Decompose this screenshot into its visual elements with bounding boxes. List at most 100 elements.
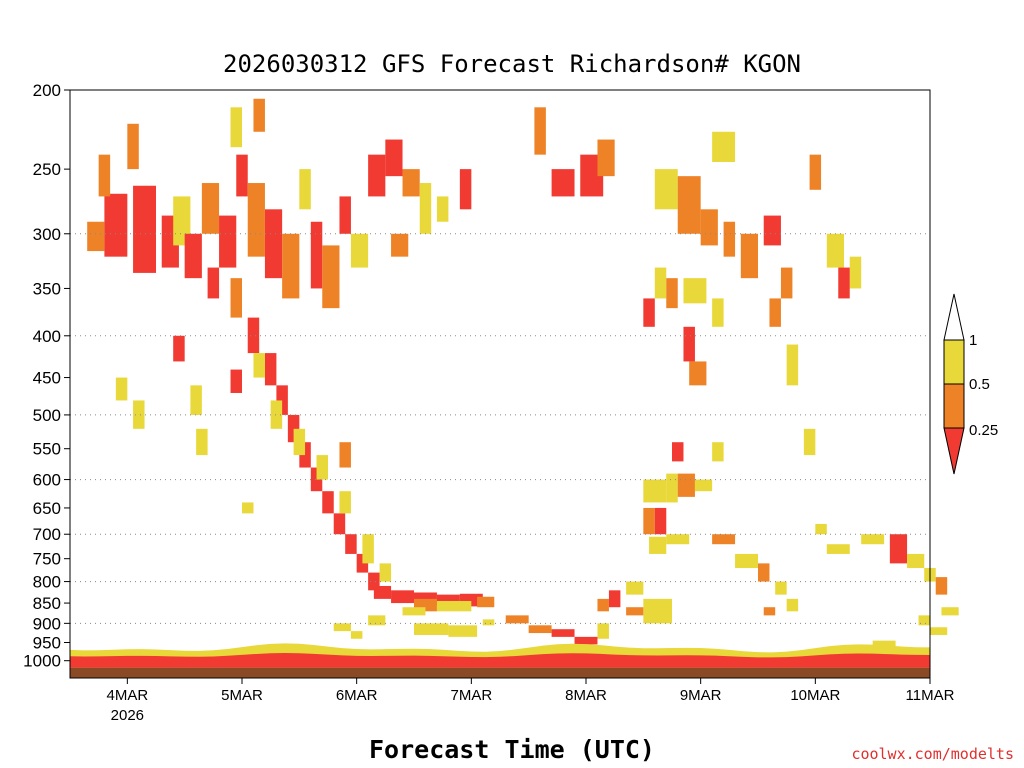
ri-cell-102 — [626, 607, 644, 616]
surface-layer — [70, 643, 930, 678]
ri-cell-121 — [803, 428, 816, 456]
ri-cell-74 — [190, 385, 202, 415]
ri-cell-85 — [477, 596, 495, 608]
ri-cell-47 — [683, 326, 695, 362]
ri-cell-50 — [838, 267, 850, 299]
ri-cell-118 — [763, 607, 776, 616]
ri-cell-20 — [350, 233, 369, 268]
cells-layer — [87, 98, 959, 649]
ri-cell-116 — [775, 581, 787, 595]
ri-cell-71 — [339, 442, 351, 468]
ri-cell-8 — [201, 183, 220, 234]
ri-cell-106 — [654, 507, 667, 535]
ri-cell-70 — [379, 563, 392, 582]
ri-cell-31 — [534, 107, 546, 155]
ri-cell-14 — [230, 107, 242, 148]
chart-title: 2026030312 GFS Forecast Richardson# KGON — [223, 50, 801, 78]
ri-cell-46 — [643, 298, 655, 327]
ytick-label-900: 900 — [33, 614, 61, 633]
ri-cell-42 — [849, 256, 862, 289]
ri-cell-107 — [666, 534, 690, 545]
ri-cell-9 — [219, 215, 237, 268]
x-axis: 4MAR 5MAR 6MAR 7MAR 8MAR 9MAR 10MAR 11MAR 2026 — [106, 678, 955, 724]
ri-cell-16 — [299, 169, 311, 210]
xtick-label-10MAR: 10MAR — [790, 687, 840, 704]
ytick-label-700: 700 — [33, 525, 61, 544]
credit-link[interactable]: coolwx.com/modelts — [851, 745, 1014, 763]
ri-cell-38 — [780, 267, 793, 299]
ytick-label-650: 650 — [33, 499, 61, 518]
ri-cell-3 — [87, 221, 105, 252]
legend-bottom-arrow — [943, 427, 965, 475]
ri-cell-133 — [253, 353, 265, 378]
ytick-label-450: 450 — [33, 369, 61, 388]
ri-cell-104 — [643, 479, 667, 503]
ytick-label-200: 200 — [33, 81, 61, 100]
ri-cell-109 — [649, 536, 667, 554]
ri-cell-110 — [672, 442, 684, 462]
ri-cell-91 — [333, 623, 351, 632]
ri-cell-66 — [293, 428, 306, 456]
ri-cell-86 — [402, 607, 426, 616]
ytick-label-350: 350 — [33, 279, 61, 298]
ri-cell-44 — [666, 278, 678, 309]
ri-cell-27 — [459, 169, 472, 210]
ri-cell-49 — [769, 298, 781, 327]
ri-cell-64 — [368, 572, 380, 591]
ri-cell-19 — [339, 196, 351, 234]
ri-cell-123 — [826, 544, 850, 554]
grid-layer — [70, 233, 930, 624]
ri-cell-21 — [368, 154, 386, 197]
ri-cell-117 — [786, 598, 799, 612]
legend-top-arrow — [943, 293, 965, 341]
ri-cell-45 — [683, 278, 707, 304]
ri-cell-54 — [247, 317, 260, 354]
ri-cell-52 — [207, 267, 220, 299]
ri-cell-39 — [712, 131, 736, 162]
ri-cell-34 — [700, 209, 718, 246]
ri-cell-12 — [264, 209, 283, 279]
legend: 1 0.5 0.25 — [943, 293, 998, 475]
ytick-label-500: 500 — [33, 406, 61, 425]
ri-cell-88 — [448, 625, 478, 637]
xtick-label-4MAR: 4MAR — [106, 687, 148, 704]
ri-cell-55 — [264, 353, 277, 386]
x-axis-title: Forecast Time (UTC) — [369, 735, 655, 764]
ri-cell-124 — [861, 534, 885, 545]
ri-cell-48 — [712, 298, 724, 327]
ri-cell-114 — [735, 553, 758, 569]
ri-cell-25 — [391, 233, 409, 257]
ri-cell-56 — [276, 385, 288, 415]
legend-swatch-yellow — [943, 339, 965, 385]
ri-cell-26 — [436, 196, 449, 222]
ytick-label-300: 300 — [33, 225, 61, 244]
ri-cell-98 — [597, 598, 609, 612]
plot-frame — [69, 89, 931, 679]
ytick-label-800: 800 — [33, 573, 61, 592]
ri-cell-129 — [941, 607, 959, 616]
ri-cell-18 — [322, 245, 340, 309]
ri-cell-99 — [608, 590, 621, 608]
ri-cell-30 — [597, 139, 615, 177]
y-axis: 200 250 300 350 400 450 500 550 600 650 700 750 800 8… — [23, 81, 70, 671]
ri-cell-5 — [127, 123, 139, 170]
ri-cell-17 — [310, 221, 323, 289]
ri-cell-43 — [654, 267, 667, 299]
ri-cell-76 — [242, 502, 254, 514]
ri-cell-101 — [643, 598, 672, 624]
ri-cell-6 — [173, 196, 191, 246]
surface-red-band — [70, 653, 930, 668]
ri-cell-79 — [391, 590, 414, 604]
ytick-label-850: 850 — [33, 594, 61, 613]
ri-cell-128 — [935, 577, 948, 595]
ri-cell-119 — [712, 442, 724, 462]
xtick-label-11MAR: 11MAR — [906, 687, 955, 704]
ri-cell-94 — [574, 636, 598, 645]
ri-cell-7 — [184, 233, 202, 279]
ri-cell-4 — [98, 154, 111, 197]
ri-cell-126 — [907, 553, 925, 569]
ri-cell-41 — [826, 233, 844, 268]
ground-band — [70, 667, 930, 678]
ri-cell-84 — [436, 600, 472, 612]
ri-cell-115 — [758, 563, 770, 582]
